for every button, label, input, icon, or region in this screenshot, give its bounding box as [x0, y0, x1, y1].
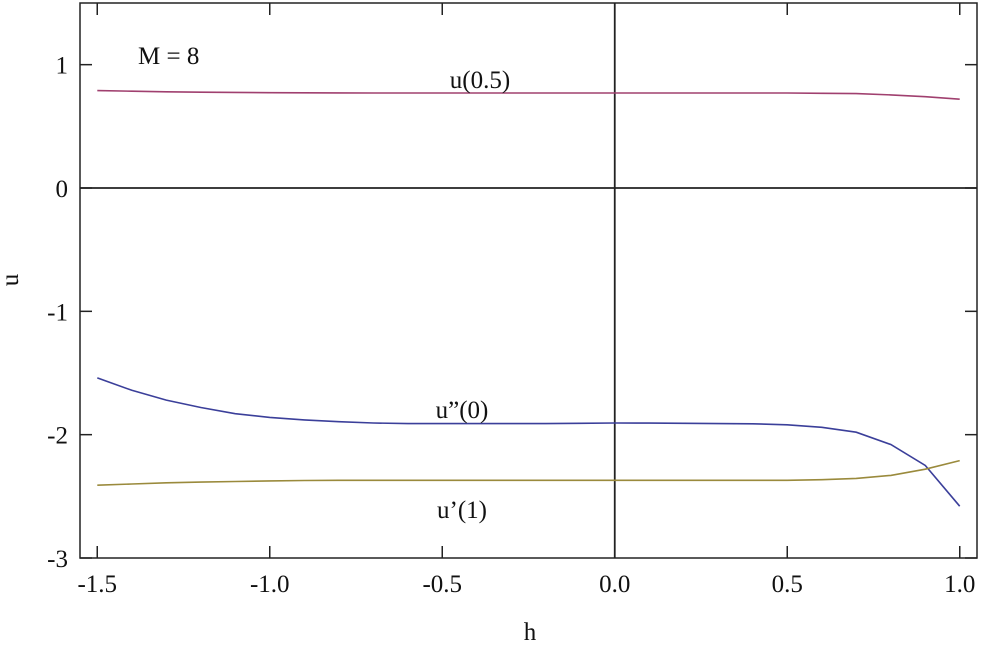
x-tick-label: -1.0 [250, 571, 290, 598]
series-label: u”(0) [436, 397, 489, 424]
x-tick-label: 0.5 [772, 571, 803, 598]
x-tick-label: -0.5 [422, 571, 462, 598]
y-tick-label: 0 [56, 176, 69, 203]
annotation: M = 8 [138, 43, 199, 70]
plot-frame [79, 2, 978, 559]
line [97, 459, 960, 486]
line [97, 89, 960, 100]
x-tick-label: 1.0 [944, 571, 975, 598]
series-label: u’(1) [437, 497, 487, 524]
y-tick-label: -3 [47, 546, 68, 573]
y-tick-label: -1 [47, 299, 68, 326]
y-tick-label: 1 [56, 53, 69, 80]
x-tick-label: -1.5 [77, 571, 117, 598]
y-axis-label: u [0, 273, 24, 286]
x-tick-label: 0.0 [599, 571, 630, 598]
y-tick-label: -2 [47, 423, 68, 450]
line [97, 377, 961, 507]
x-axis-label: h [524, 619, 537, 646]
series-label: u(0.5) [450, 67, 510, 94]
